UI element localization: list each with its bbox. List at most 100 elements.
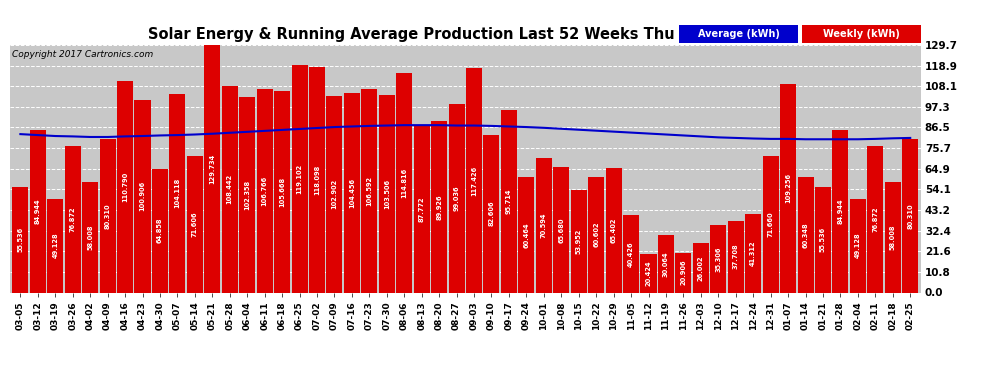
Text: 60.602: 60.602 <box>593 222 599 248</box>
Text: 104.118: 104.118 <box>174 178 180 208</box>
Text: 37.708: 37.708 <box>733 244 739 269</box>
Text: 55.536: 55.536 <box>18 227 24 252</box>
Bar <box>82 182 98 292</box>
Text: Average (kWh): Average (kWh) <box>698 29 779 39</box>
Bar <box>135 100 150 292</box>
Bar <box>798 177 814 292</box>
Bar <box>867 146 883 292</box>
Bar <box>902 139 919 292</box>
Text: 89.926: 89.926 <box>437 194 443 219</box>
Text: Copyright 2017 Cartronics.com: Copyright 2017 Cartronics.com <box>12 50 153 59</box>
Text: 129.734: 129.734 <box>209 154 215 184</box>
Text: 104.456: 104.456 <box>348 178 354 208</box>
Text: 64.858: 64.858 <box>157 218 163 243</box>
Bar <box>588 177 604 292</box>
Bar <box>570 189 587 292</box>
Text: 35.306: 35.306 <box>716 246 722 272</box>
Bar <box>30 130 46 292</box>
Bar <box>762 156 779 292</box>
Text: 87.772: 87.772 <box>419 196 425 222</box>
Bar <box>501 110 517 292</box>
Text: 20.906: 20.906 <box>680 260 686 285</box>
Title: Solar Energy & Running Average Production Last 52 Weeks Thu Mar 2  17:47: Solar Energy & Running Average Productio… <box>148 27 783 42</box>
Bar <box>885 182 901 292</box>
Text: 76.872: 76.872 <box>69 206 75 232</box>
Bar <box>187 156 203 292</box>
Bar <box>745 214 761 292</box>
Bar <box>151 169 168 292</box>
Bar <box>169 94 185 292</box>
Bar <box>48 199 63 292</box>
Text: 49.128: 49.128 <box>855 233 861 258</box>
Text: 71.606: 71.606 <box>192 211 198 237</box>
Text: 30.064: 30.064 <box>663 251 669 277</box>
Bar <box>240 97 255 292</box>
Text: 84.944: 84.944 <box>838 199 843 224</box>
Text: 53.952: 53.952 <box>576 228 582 254</box>
Bar <box>536 158 551 292</box>
Bar <box>291 65 308 292</box>
Bar <box>222 86 238 292</box>
Text: 55.536: 55.536 <box>820 227 826 252</box>
Text: 109.256: 109.256 <box>785 173 791 203</box>
Text: 49.128: 49.128 <box>52 233 58 258</box>
Text: 95.714: 95.714 <box>506 188 512 214</box>
Bar <box>483 135 500 292</box>
Text: 60.464: 60.464 <box>524 222 530 248</box>
Bar <box>361 89 377 292</box>
Bar <box>675 253 691 292</box>
Bar <box>623 215 640 292</box>
Bar <box>12 186 29 292</box>
Text: 80.310: 80.310 <box>105 203 111 229</box>
Bar <box>519 177 535 292</box>
Text: 99.036: 99.036 <box>453 185 459 211</box>
Text: 76.872: 76.872 <box>872 206 878 232</box>
Bar <box>100 139 116 292</box>
Bar <box>658 235 674 292</box>
Text: 106.592: 106.592 <box>366 176 372 206</box>
Text: 103.506: 103.506 <box>384 178 390 209</box>
Bar <box>117 81 133 292</box>
Bar <box>448 104 464 292</box>
Bar <box>344 93 360 292</box>
Text: 41.312: 41.312 <box>750 240 756 266</box>
Text: Weekly (kWh): Weekly (kWh) <box>823 29 900 39</box>
Text: 106.766: 106.766 <box>261 176 267 206</box>
Text: 117.426: 117.426 <box>471 165 477 196</box>
Text: 118.098: 118.098 <box>314 165 320 195</box>
Text: 58.008: 58.008 <box>890 224 896 250</box>
Bar <box>693 243 709 292</box>
Bar <box>780 84 796 292</box>
FancyBboxPatch shape <box>679 25 798 42</box>
Bar <box>606 168 622 292</box>
Text: 26.002: 26.002 <box>698 255 704 280</box>
Bar <box>414 125 430 292</box>
Bar <box>833 130 848 292</box>
Bar <box>553 167 569 292</box>
Text: 105.668: 105.668 <box>279 177 285 207</box>
Text: 70.594: 70.594 <box>541 212 546 238</box>
Bar <box>728 220 743 292</box>
Bar <box>379 95 395 292</box>
Bar <box>274 91 290 292</box>
Bar <box>396 74 412 292</box>
Bar <box>204 45 221 292</box>
Text: 102.902: 102.902 <box>332 179 338 210</box>
Text: 114.816: 114.816 <box>401 168 407 198</box>
Text: 65.402: 65.402 <box>611 217 617 243</box>
Text: 80.310: 80.310 <box>907 203 913 229</box>
Text: 84.944: 84.944 <box>35 199 41 224</box>
Text: 60.348: 60.348 <box>803 222 809 248</box>
Text: 102.358: 102.358 <box>245 180 250 210</box>
Bar <box>815 186 831 292</box>
Bar <box>256 89 272 292</box>
FancyBboxPatch shape <box>802 25 921 42</box>
Bar <box>466 68 482 292</box>
Text: 82.606: 82.606 <box>488 201 494 226</box>
Bar <box>327 96 343 292</box>
Bar <box>431 121 447 292</box>
Bar <box>849 199 866 292</box>
Text: 110.790: 110.790 <box>122 172 128 202</box>
Text: 71.660: 71.660 <box>767 211 773 237</box>
Text: 20.424: 20.424 <box>645 260 651 286</box>
